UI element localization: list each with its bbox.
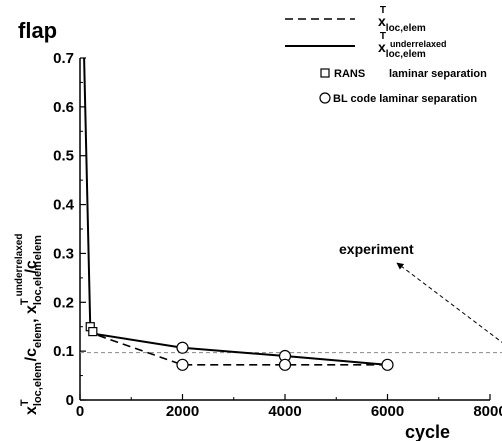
ylabel-div1: /c	[23, 348, 40, 361]
y-tick-label: 0.4	[53, 197, 75, 214]
ylabel-x2-sup2: underrelaxed	[14, 234, 25, 297]
series-raw-line	[89, 326, 388, 366]
ylabel-x1-sub: loc,elem	[32, 362, 44, 406]
legend-label-rans-2: laminar separation	[389, 68, 487, 80]
x-tick-label: 4000	[268, 403, 301, 420]
x-axis-label: cycle	[405, 422, 450, 441]
y-tick-label: 0.7	[53, 50, 74, 67]
annotation-experiment: experiment	[339, 241, 414, 257]
rans-square-marker	[88, 327, 98, 337]
bl-circle-marker	[176, 341, 189, 354]
ylabel-x2-sup: T	[19, 298, 31, 305]
y-tick-label: 0.1	[53, 343, 74, 360]
bl-circle-marker	[381, 358, 394, 371]
ylabel-div2: /c	[23, 260, 40, 273]
legend-circle-marker	[319, 92, 331, 104]
y-tick-label: 0.3	[53, 245, 74, 262]
ylabel-c2-sub: elem	[32, 235, 44, 260]
legend-label-rans: RANS	[334, 68, 365, 80]
legend-label-dashed: xloc,elemT	[378, 5, 426, 34]
series-underrelaxed-line	[83, 57, 388, 366]
y-tick-label: 0.5	[53, 148, 74, 165]
x-tick-label: 6000	[371, 403, 404, 420]
legend-square-marker	[320, 68, 330, 78]
y-tick-label: 0	[66, 392, 74, 409]
ylabel-x2: x	[23, 305, 40, 314]
ylabel-c1-sub: elem	[32, 323, 44, 348]
y-tick-label: 0.2	[53, 294, 74, 311]
legend-label-solid: xloc,elemTunderrelaxed	[378, 31, 446, 60]
bl-circle-marker	[278, 358, 292, 371]
ylabel-x1-sup: T	[19, 399, 31, 406]
annotation-arrow	[396, 262, 502, 343]
ylabel-x1: x	[23, 406, 40, 415]
bl-circle-marker	[176, 358, 189, 371]
legend: xloc,elemT xloc,elemTunderrelaxed RANS l…	[285, 5, 487, 105]
ylabel-sep: ,	[23, 314, 40, 323]
markers-group	[85, 322, 394, 371]
svg-text:xloc,elemT/celem, xloc,elemTun: xloc,elemT/celem, xloc,elemTunderrelaxed…	[14, 234, 44, 415]
y-axis-label: xloc,elemT/celem, xloc,elemTunderrelaxed…	[14, 234, 44, 415]
x-tick-label: 2000	[166, 403, 199, 420]
ylabel-x2-sub: loc,elem	[32, 261, 44, 305]
legend-label-bl: BL code laminar separation	[333, 93, 477, 105]
y-tick-label: 0.6	[53, 99, 74, 116]
chart-title: flap	[18, 18, 57, 43]
x-tick-label: 0	[76, 403, 84, 420]
